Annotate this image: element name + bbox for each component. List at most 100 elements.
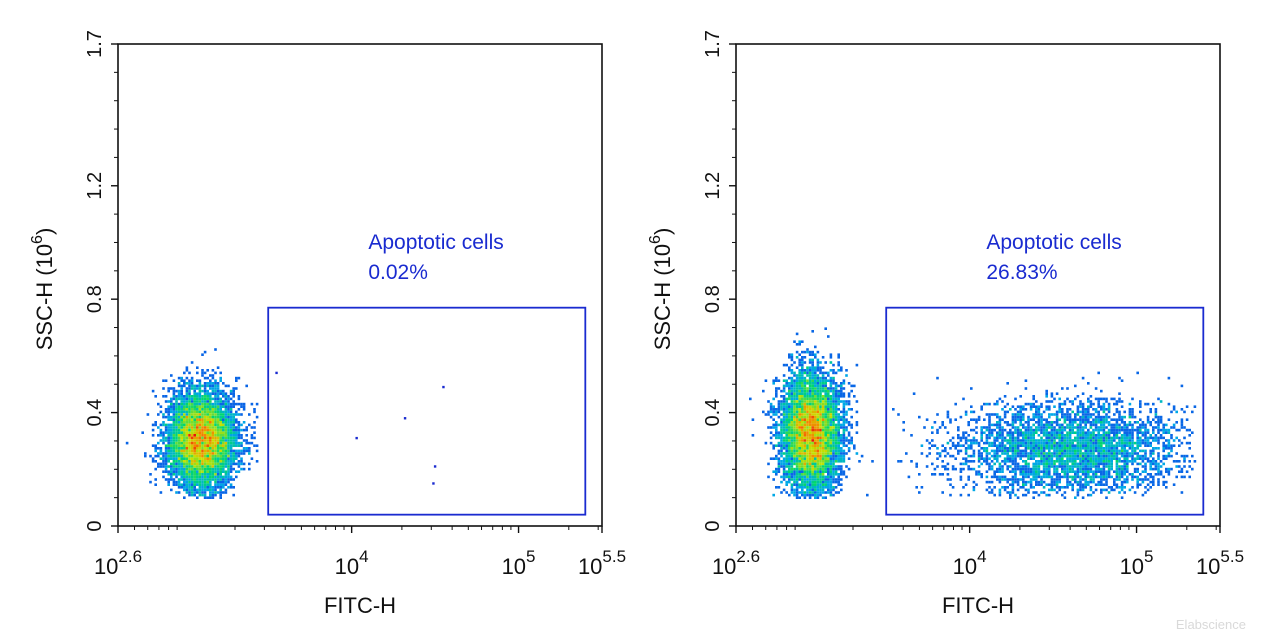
density-dot xyxy=(188,475,191,479)
density-dot xyxy=(837,436,840,440)
density-dot xyxy=(170,475,173,479)
density-dot xyxy=(203,457,207,460)
density-dot xyxy=(1141,449,1145,453)
density-dot xyxy=(1053,421,1056,424)
density-dot xyxy=(803,449,807,453)
density-dot xyxy=(793,402,796,406)
density-dot xyxy=(211,462,215,466)
density-dot xyxy=(772,434,775,437)
density-dot xyxy=(203,371,207,375)
density-dot xyxy=(211,447,215,450)
density-dot xyxy=(824,449,827,453)
density-dot xyxy=(1087,475,1090,479)
density-dot xyxy=(988,413,991,416)
density-dot xyxy=(180,384,183,388)
density-dot xyxy=(1079,410,1082,414)
density-dot xyxy=(1076,452,1080,455)
density-dot xyxy=(240,402,243,406)
density-dot xyxy=(1071,410,1074,414)
density-dot xyxy=(819,371,822,375)
density-dot xyxy=(172,421,176,424)
density-dot xyxy=(1154,460,1158,463)
density-dot xyxy=(1146,415,1150,419)
density-dot xyxy=(1006,410,1009,414)
density-dot xyxy=(1152,460,1155,463)
density-dot xyxy=(824,467,827,471)
density-dot xyxy=(798,486,801,489)
density-dot xyxy=(201,428,204,432)
density-dot xyxy=(798,460,801,463)
density-dot xyxy=(175,449,178,453)
density-dot xyxy=(1165,454,1168,458)
density-dot xyxy=(1115,408,1119,411)
density-dot xyxy=(821,374,825,377)
density-dot xyxy=(1014,397,1017,401)
density-dot xyxy=(1029,447,1033,450)
density-dot xyxy=(788,454,791,458)
density-dot xyxy=(203,454,207,458)
density-dot xyxy=(209,475,212,479)
density-dot xyxy=(808,460,812,463)
density-dot xyxy=(162,454,165,458)
density-dot xyxy=(177,415,181,419)
density-dot xyxy=(209,439,212,442)
density-dot xyxy=(248,447,251,450)
density-dot xyxy=(1157,473,1160,476)
density-dot xyxy=(1014,454,1017,458)
density-dot xyxy=(203,441,207,445)
density-dot xyxy=(203,460,207,463)
density-dot xyxy=(998,491,1002,494)
density-dot xyxy=(185,426,189,429)
density-dot xyxy=(172,454,176,458)
density-dot xyxy=(1011,467,1015,471)
density-dot xyxy=(227,439,230,442)
density-dot xyxy=(1009,496,1012,499)
density-dot xyxy=(772,405,775,408)
density-dot xyxy=(219,402,222,406)
density-dot xyxy=(837,467,840,471)
density-dot xyxy=(1089,439,1093,442)
density-dot xyxy=(837,408,840,411)
density-dot xyxy=(1113,426,1116,429)
density-dot xyxy=(177,462,181,466)
density-dot xyxy=(918,415,921,419)
density-dot xyxy=(1048,436,1051,440)
density-dot xyxy=(1144,491,1147,494)
density-dot xyxy=(1035,426,1038,429)
density-dot xyxy=(1087,467,1090,471)
density-dot xyxy=(1022,415,1025,419)
density-dot xyxy=(190,426,194,429)
density-dot xyxy=(1019,449,1022,453)
density-dot xyxy=(983,447,986,450)
density-dot xyxy=(216,387,220,390)
density-dot xyxy=(180,426,183,429)
density-dot xyxy=(1162,426,1165,429)
density-dot xyxy=(1003,444,1007,447)
density-dot xyxy=(1154,426,1158,429)
density-dot xyxy=(196,454,199,458)
density-dot xyxy=(1126,478,1129,481)
density-dot xyxy=(777,410,781,414)
density-dot xyxy=(790,460,794,463)
density-dot xyxy=(1068,439,1072,442)
density-dot xyxy=(840,454,843,458)
density-dot xyxy=(777,486,781,489)
density-dot xyxy=(1037,452,1041,455)
density-dot xyxy=(780,449,783,453)
density-dot xyxy=(1144,423,1147,427)
density-dot xyxy=(790,431,794,434)
density-dot xyxy=(996,413,999,416)
density-dot xyxy=(990,475,994,479)
density-dot xyxy=(819,460,822,463)
density-dot xyxy=(785,400,788,403)
density-dot xyxy=(1066,426,1069,429)
density-dot xyxy=(216,389,220,393)
density-dot xyxy=(193,392,196,395)
density-dot xyxy=(1102,439,1106,442)
density-dot xyxy=(980,447,983,450)
density-dot xyxy=(164,460,168,463)
density-dot xyxy=(1128,460,1132,463)
density-dot xyxy=(814,402,817,406)
density-dot xyxy=(216,397,220,401)
density-dot xyxy=(1113,434,1116,437)
